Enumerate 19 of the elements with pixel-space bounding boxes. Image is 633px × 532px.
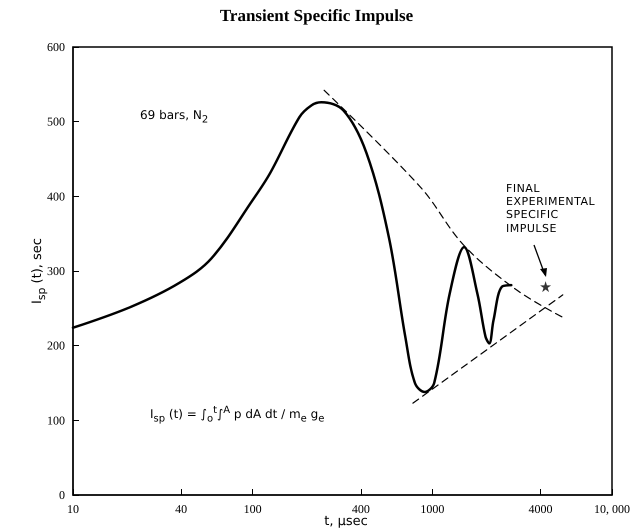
x-tick-label: 100 xyxy=(244,502,262,516)
x-tick-label: 1000 xyxy=(420,502,444,516)
y-tick-label: 400 xyxy=(47,189,65,204)
x-tick-label: 40 xyxy=(175,502,188,516)
y-tick-label: 0 xyxy=(59,488,65,502)
x-tick-label: 10, 000 xyxy=(594,502,630,516)
x-tick-label: 400 xyxy=(352,502,370,516)
annotation: 69 bars, N$_{2}$ xyxy=(140,108,208,126)
x-tick-label: 4000 xyxy=(528,502,553,516)
y-tick-label: 500 xyxy=(47,114,65,129)
y-tick-label: 300 xyxy=(47,264,65,278)
y-tick-label: 100 xyxy=(47,413,65,428)
y-tick-label: 600 xyxy=(47,40,65,54)
annotation: FINAL EXPERIMENTAL SPECIFIC IMPULSE xyxy=(506,182,596,235)
text: I$_{sp}$ (t) = ∫$_{o}$$^{t}$∫$^{A}$ p dA dt / m$_{e}$ g$_{e}$ xyxy=(150,405,324,424)
x-axis-title: t, μsec xyxy=(324,514,368,529)
y-tick-label: 200 xyxy=(47,338,65,353)
x-tick-label: 10 xyxy=(67,502,79,516)
chart-title: Transient Specific Impulse xyxy=(218,6,414,26)
